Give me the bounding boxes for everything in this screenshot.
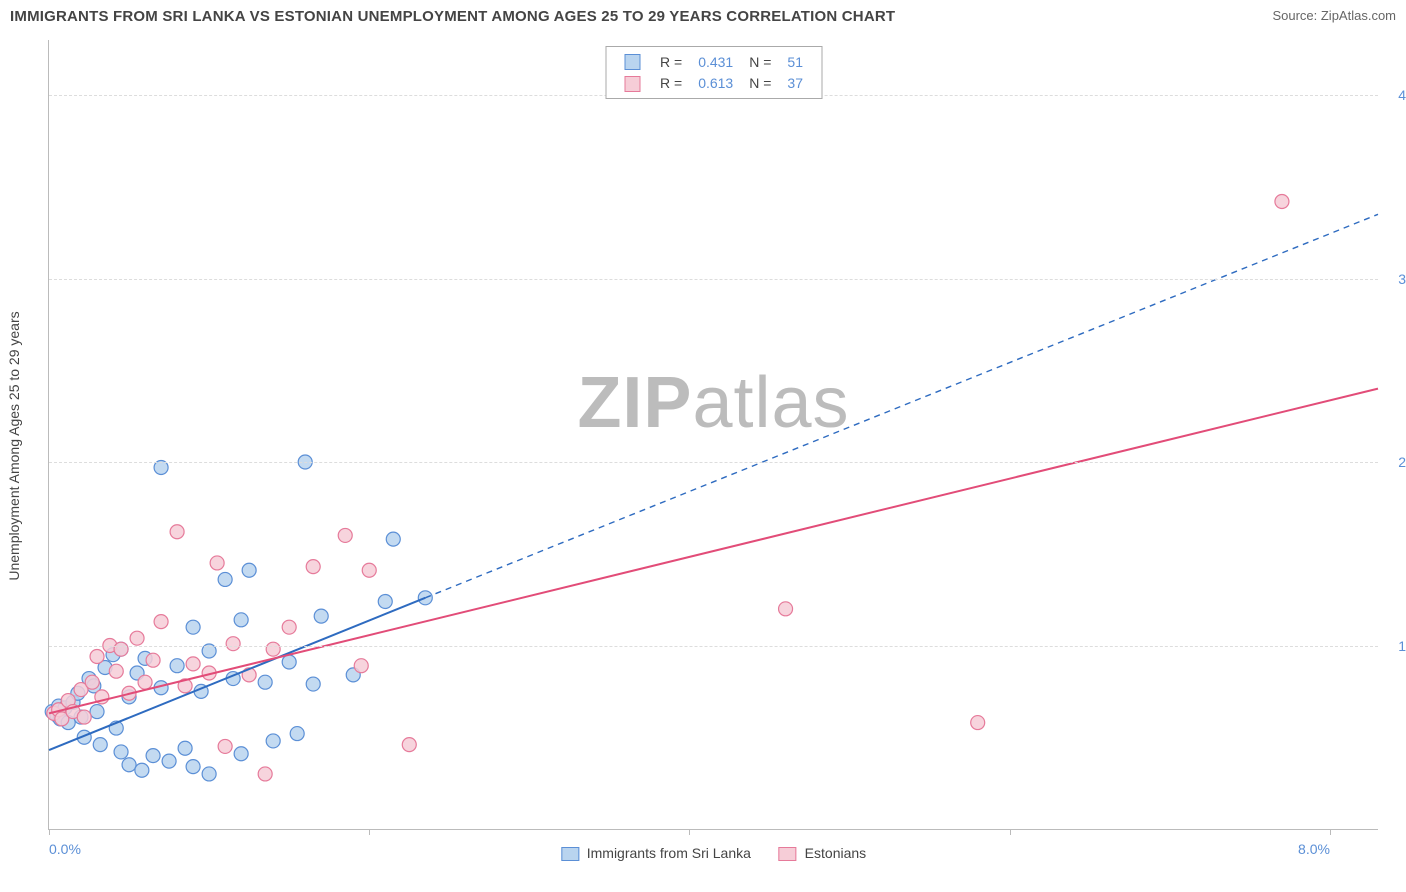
- x-tick-label: 0.0%: [49, 841, 81, 857]
- legend-n-value-sri-lanka: 51: [779, 51, 811, 72]
- x-tick-mark: [1330, 829, 1331, 835]
- legend-bottom-item: Estonians: [779, 845, 866, 861]
- scatter-point-sri_lanka: [290, 727, 304, 741]
- gridline: [49, 279, 1378, 280]
- y-tick-label: 30.0%: [1398, 271, 1406, 287]
- legend-r-value-estonians: 0.613: [690, 72, 741, 93]
- scatter-point-sri_lanka: [178, 741, 192, 755]
- scatter-point-estonians: [282, 620, 296, 634]
- legend-r-label: R =: [652, 72, 690, 93]
- scatter-point-sri_lanka: [266, 734, 280, 748]
- y-tick-label: 20.0%: [1398, 454, 1406, 470]
- scatter-point-sri_lanka: [282, 655, 296, 669]
- title-bar: IMMIGRANTS FROM SRI LANKA VS ESTONIAN UN…: [10, 8, 1396, 32]
- legend-n-label: N =: [741, 72, 779, 93]
- scatter-point-estonians: [170, 525, 184, 539]
- scatter-point-estonians: [114, 642, 128, 656]
- scatter-point-estonians: [338, 528, 352, 542]
- plot-svg: [49, 40, 1378, 829]
- scatter-point-estonians: [146, 653, 160, 667]
- x-tick-mark: [369, 829, 370, 835]
- x-tick-label: 8.0%: [1298, 841, 1330, 857]
- scatter-point-sri_lanka: [146, 749, 160, 763]
- scatter-point-estonians: [1275, 194, 1289, 208]
- scatter-point-sri_lanka: [114, 745, 128, 759]
- scatter-point-sri_lanka: [162, 754, 176, 768]
- plot-area: ZIPatlas R = 0.431 N = 51 R = 0.613 N = …: [48, 40, 1378, 830]
- legend-bottom-label: Estonians: [805, 845, 866, 861]
- legend-r-value-sri-lanka: 0.431: [690, 51, 741, 72]
- scatter-point-estonians: [210, 556, 224, 570]
- x-tick-mark: [1010, 829, 1011, 835]
- scatter-point-estonians: [971, 716, 985, 730]
- regression-extension-sri_lanka: [425, 214, 1378, 597]
- legend-bottom-label: Immigrants from Sri Lanka: [587, 845, 751, 861]
- scatter-point-estonians: [186, 657, 200, 671]
- scatter-point-estonians: [779, 602, 793, 616]
- chart-title: IMMIGRANTS FROM SRI LANKA VS ESTONIAN UN…: [10, 8, 895, 25]
- y-axis-label: Unemployment Among Ages 25 to 29 years: [6, 311, 22, 580]
- legend-swatch-estonians: [624, 76, 640, 92]
- scatter-point-estonians: [402, 738, 416, 752]
- scatter-point-sri_lanka: [306, 677, 320, 691]
- x-tick-mark: [689, 829, 690, 835]
- scatter-point-sri_lanka: [186, 760, 200, 774]
- legend-swatch-sri-lanka: [561, 847, 579, 861]
- scatter-point-estonians: [130, 631, 144, 645]
- scatter-point-estonians: [266, 642, 280, 656]
- legend-n-value-estonians: 37: [779, 72, 811, 93]
- scatter-point-sri_lanka: [242, 563, 256, 577]
- scatter-point-sri_lanka: [218, 572, 232, 586]
- legend-bottom: Immigrants from Sri Lanka Estonians: [549, 845, 878, 861]
- source-label: Source: ZipAtlas.com: [1272, 8, 1396, 23]
- regression-line-estonians: [49, 389, 1378, 714]
- legend-swatch-sri-lanka: [624, 54, 640, 70]
- legend-top: R = 0.431 N = 51 R = 0.613 N = 37: [605, 46, 822, 99]
- scatter-point-estonians: [354, 659, 368, 673]
- scatter-point-estonians: [85, 675, 99, 689]
- scatter-point-sri_lanka: [135, 763, 149, 777]
- scatter-point-sri_lanka: [234, 613, 248, 627]
- scatter-point-estonians: [109, 664, 123, 678]
- scatter-point-sri_lanka: [90, 705, 104, 719]
- legend-top-row: R = 0.613 N = 37: [616, 72, 811, 93]
- scatter-point-sri_lanka: [258, 675, 272, 689]
- legend-r-label: R =: [652, 51, 690, 72]
- gridline: [49, 646, 1378, 647]
- scatter-point-estonians: [77, 710, 91, 724]
- legend-n-label: N =: [741, 51, 779, 72]
- scatter-point-estonians: [154, 615, 168, 629]
- legend-swatch-estonians: [779, 847, 797, 861]
- scatter-point-estonians: [138, 675, 152, 689]
- y-tick-label: 40.0%: [1398, 87, 1406, 103]
- scatter-point-estonians: [90, 650, 104, 664]
- scatter-point-estonians: [218, 739, 232, 753]
- scatter-point-sri_lanka: [186, 620, 200, 634]
- scatter-point-estonians: [226, 637, 240, 651]
- scatter-point-sri_lanka: [93, 738, 107, 752]
- y-tick-label: 10.0%: [1398, 638, 1406, 654]
- scatter-point-sri_lanka: [234, 747, 248, 761]
- scatter-point-estonians: [362, 563, 376, 577]
- gridline: [49, 462, 1378, 463]
- legend-bottom-item: Immigrants from Sri Lanka: [561, 845, 751, 861]
- scatter-point-sri_lanka: [378, 594, 392, 608]
- legend-top-row: R = 0.431 N = 51: [616, 51, 811, 72]
- scatter-point-estonians: [306, 560, 320, 574]
- x-tick-mark: [49, 829, 50, 835]
- scatter-point-sri_lanka: [122, 758, 136, 772]
- scatter-point-estonians: [258, 767, 272, 781]
- scatter-point-sri_lanka: [386, 532, 400, 546]
- scatter-point-sri_lanka: [170, 659, 184, 673]
- scatter-point-sri_lanka: [314, 609, 328, 623]
- scatter-point-sri_lanka: [202, 767, 216, 781]
